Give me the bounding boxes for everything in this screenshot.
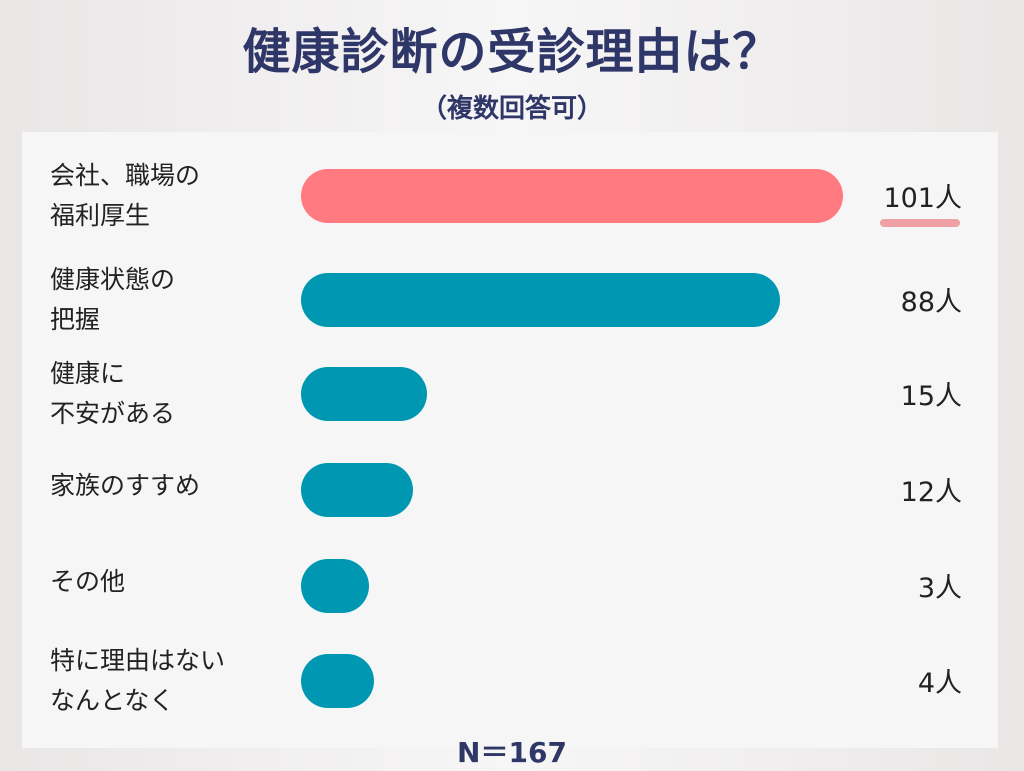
bar (301, 463, 413, 517)
highlight-underline (880, 219, 960, 227)
category-label-line: 健康に (50, 359, 126, 388)
data-label: 101人 (883, 183, 962, 214)
data-label: 88人 (900, 287, 962, 318)
category-label: 会社、職場の 福利厚生 (50, 156, 200, 236)
chart-row: 会社、職場の 福利厚生 101人 (22, 161, 998, 258)
sample-size-note: N＝167 (457, 736, 567, 769)
bar (301, 169, 843, 223)
category-label-line: 不安がある (50, 399, 176, 428)
data-label: 3人 (917, 573, 962, 604)
category-label-line: なんとなく (50, 686, 175, 715)
chart-subtitle: （複数回答可） (420, 94, 603, 124)
data-label: 12人 (900, 477, 962, 508)
data-label: 4人 (917, 668, 962, 699)
category-label: その他 (50, 562, 125, 602)
bar (301, 367, 428, 421)
bar (301, 559, 370, 613)
category-label: 健康状態の 把握 (50, 260, 175, 340)
category-label-line: 会社、職場の (50, 161, 201, 190)
category-label-line: 家族のすすめ (50, 471, 201, 500)
category-label-line: 特に理由はない (50, 646, 226, 675)
bar (301, 273, 781, 327)
category-label-line: 福利厚生 (50, 201, 151, 230)
chart-row: 健康状態の把握 88人 (22, 265, 998, 362)
category-label-line: 把握 (50, 305, 101, 334)
category-label: 健康に 不安がある (50, 354, 175, 434)
category-label-line: その他 (50, 567, 126, 596)
chart-row: 家族のすすめ 12人 (22, 456, 998, 552)
chart-panel: 会社、職場の 福利厚生 101人健康状態の把握 88人健康に不安がある 15人家族のすす… (22, 132, 998, 748)
bar (301, 654, 375, 708)
category-label: 家族のすすめ (50, 466, 200, 506)
category-label-line: 健康状態の (50, 265, 176, 294)
chart-row: 健康に不安がある 15人 (22, 359, 998, 456)
chart-title: 健康診断の受診理由は？ (242, 24, 782, 80)
category-label: 特に理由はない なんとなく (50, 641, 225, 721)
data-label: 15人 (900, 381, 962, 412)
chart-row: 特に理由はない なんとなく 4人 (22, 646, 998, 743)
chart-row: その他 3人 (22, 552, 998, 648)
